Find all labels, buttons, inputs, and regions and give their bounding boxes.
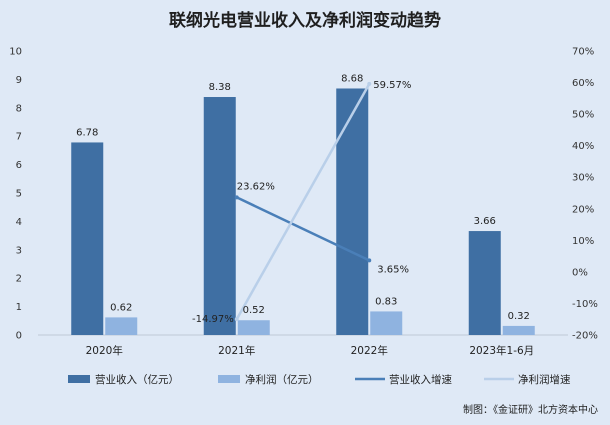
data-labels: 6.78 8.38 8.68 3.66 0.62 0.52 0.83 0.32 23.62% 3.…	[76, 73, 530, 325]
bar	[105, 317, 138, 335]
x-tick-label: 2022年	[351, 344, 388, 357]
bar	[336, 88, 369, 335]
legend: 营业收入（亿元） 净利润（亿元） 营业收入增速 净利润增速	[68, 373, 571, 386]
bar-data-label: 0.83	[375, 296, 397, 307]
line-point	[367, 258, 372, 263]
bar	[370, 311, 403, 335]
line-point	[234, 317, 239, 322]
bar	[237, 320, 270, 335]
y-tick-label: 2	[16, 274, 22, 285]
growth-lines	[234, 81, 372, 322]
line-data-label: 59.57%	[373, 80, 411, 91]
bar-data-label: 0.32	[508, 311, 530, 322]
x-tick-label: 2023年1-6月	[469, 344, 534, 357]
chart-title: 联纲光电营业收入及净利润变动趋势	[169, 10, 441, 31]
source-note: 制图：《金证研》北方资本中心	[463, 403, 598, 416]
line-data-label: 23.62%	[237, 181, 275, 192]
line-data-label: 3.65%	[377, 264, 409, 275]
y-tick-label: 9	[16, 75, 22, 86]
axes: 0 1 2 3 4 5 6 7 8 9 10 -20% -10% 0% 10% 20% 30% 40% 50% 60%…	[9, 47, 598, 358]
bar	[468, 231, 501, 335]
y2-tick-label: -20%	[572, 331, 598, 342]
y-tick-label: 6	[16, 160, 22, 171]
y2-tick-label: 10%	[572, 236, 594, 247]
bar-data-label: 8.68	[341, 73, 363, 84]
legend-label: 营业收入增速	[389, 373, 452, 386]
bar	[203, 97, 236, 336]
line-point	[367, 81, 372, 86]
legend-swatch	[68, 375, 90, 383]
line-series	[235, 83, 371, 320]
y-tick-label: 0	[16, 331, 22, 342]
bar-data-label: 6.78	[76, 127, 98, 138]
y-tick-label: 8	[16, 103, 22, 114]
y2-tick-label: 60%	[572, 78, 594, 89]
line-data-label: -14.97%	[192, 314, 234, 325]
y-tick-label: 1	[16, 302, 22, 313]
bars	[71, 88, 535, 336]
bar-data-label: 8.38	[209, 82, 231, 93]
y-tick-label: 4	[16, 217, 22, 228]
line-point	[234, 195, 239, 200]
y2-tick-label: 70%	[572, 47, 594, 58]
y2-tick-label: 20%	[572, 204, 594, 215]
y2-tick-label: 40%	[572, 141, 594, 152]
y2-tick-label: 30%	[572, 173, 594, 184]
legend-label: 净利润（亿元）	[245, 373, 319, 386]
bar-data-label: 0.52	[243, 305, 265, 316]
y-tick-label: 5	[16, 189, 22, 200]
x-tick-label: 2021年	[218, 344, 255, 357]
y-tick-label: 10	[9, 47, 22, 58]
bar	[502, 325, 535, 335]
bar-data-label: 3.66	[474, 216, 496, 227]
legend-label: 净利润增速	[518, 373, 571, 386]
line-series	[236, 196, 370, 262]
legend-label: 营业收入（亿元）	[95, 373, 179, 386]
y-tick-label: 7	[16, 132, 22, 143]
y-tick-label: 3	[16, 245, 22, 256]
y2-tick-label: 50%	[572, 110, 594, 121]
y2-tick-label: -10%	[572, 299, 598, 310]
bar	[71, 142, 104, 335]
legend-swatch	[218, 375, 240, 383]
x-tick-label: 2020年	[86, 344, 123, 357]
y2-tick-label: 0%	[572, 267, 588, 278]
bar-data-label: 0.62	[110, 302, 132, 313]
